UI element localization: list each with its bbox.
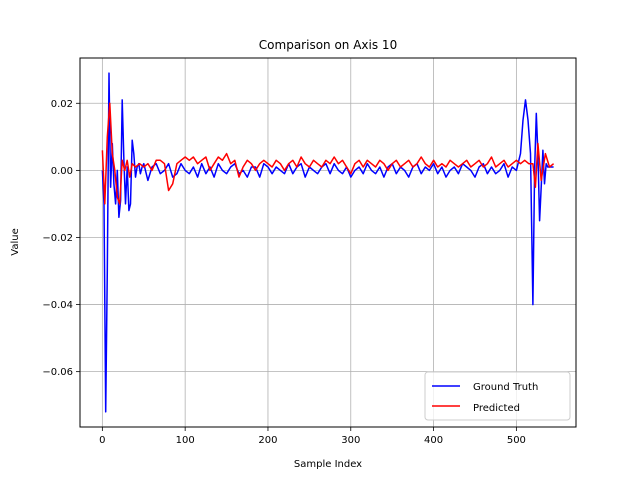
y-tick-label: 0.02 (51, 99, 73, 110)
x-tick-label: 200 (258, 435, 277, 446)
x-axis-title: Sample Index (294, 459, 362, 470)
y-tick-label: 0.00 (51, 166, 73, 177)
chart-title: Comparison on Axis 10 (259, 38, 397, 52)
x-tick-label: 300 (341, 435, 360, 446)
series-line-predicted (101, 102, 555, 205)
axis-ticks: 0 100 200 300 400 500 −0.06 −0.04 −0.02 0.00 0.02 (42, 99, 526, 446)
legend-label-predicted: Predicted (473, 403, 520, 414)
plot-series (101, 72, 555, 413)
y-tick-label: −0.06 (42, 367, 73, 378)
series-line-ground-truth (101, 72, 554, 413)
legend-box (424, 371, 571, 421)
legend-label-ground-truth: Ground Truth (473, 382, 538, 393)
x-tick-label: 100 (176, 435, 195, 446)
plot-frame (79, 57, 577, 428)
x-tick-label: 400 (424, 435, 443, 446)
x-tick-label: 0 (99, 435, 105, 446)
y-tick-label: −0.04 (42, 300, 73, 311)
x-tick-label: 500 (507, 435, 526, 446)
y-tick-label: −0.02 (42, 233, 73, 244)
y-axis-title: Value (10, 228, 21, 255)
legend: Ground Truth Predicted (424, 371, 571, 421)
